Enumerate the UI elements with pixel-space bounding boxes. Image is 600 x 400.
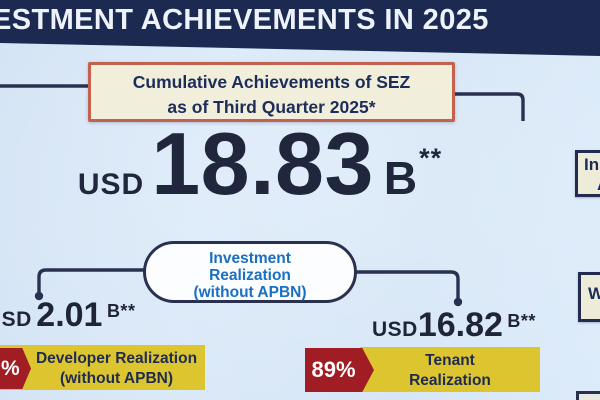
developer-value-currency: USD — [0, 308, 32, 331]
tenant-value-amount: 16.82 — [417, 306, 503, 344]
tenant-percent-chevron: 89% — [305, 348, 374, 392]
tenant-realization-value: USD16.82 B** — [372, 306, 536, 345]
developer-percent: % — [1, 356, 20, 380]
bottom-right-partial-box — [576, 391, 600, 400]
developer-label-line2: (without APBN) — [59, 369, 174, 387]
header-box-line2: as of Third Quarter 2025* — [167, 97, 376, 117]
investment-realization-pill: Investment Realization (without APBN) — [143, 241, 357, 303]
developer-value-unit: B** — [106, 301, 136, 321]
developer-realization-value: USD 2.01 B** — [0, 296, 135, 335]
title-banner: ESTMENT ACHIEVEMENTS IN 2025 — [0, 0, 600, 56]
tenant-realization-label-box: Tenant Realization — [360, 347, 540, 392]
tenant-label-line2: Realization — [409, 371, 491, 389]
side-box1-line2: A — [597, 175, 600, 195]
total-amount: 18.83 — [151, 114, 374, 213]
total-footnote-marker: ** — [419, 143, 443, 173]
pill-left-connector — [37, 268, 145, 292]
total-investment-value: USD 18.83 B ** — [50, 113, 470, 215]
pill-right-endpoint-dot — [453, 297, 463, 307]
tenant-label-line1: Tenant — [425, 352, 475, 369]
header-box-line1: Cumulative Achievements of SEZ — [132, 72, 411, 92]
side-box1-line1: In — [584, 155, 600, 174]
pill-right-connector — [355, 270, 460, 298]
tenant-value-unit: B** — [507, 311, 536, 331]
developer-value-amount: 2.01 — [36, 296, 103, 334]
side-box-cutoff-top: In A — [575, 150, 600, 197]
pill-line2: Realization — [209, 267, 291, 284]
tenant-percent: 89% — [311, 357, 356, 382]
pill-line3: (without APBN) — [193, 284, 307, 301]
total-unit: B — [383, 152, 418, 204]
side-box2-line1: W — [588, 284, 600, 303]
developer-label-line1: Developer Realization — [35, 350, 198, 367]
side-box-cutoff-bottom: W — [578, 272, 600, 322]
tenant-value-currency: USD — [372, 318, 418, 341]
header-box: Cumulative Achievements of SEZ as of Thi… — [88, 62, 455, 122]
developer-realization-label-box: Developer Realization (without APBN) — [0, 345, 205, 390]
slide-title: ESTMENT ACHIEVEMENTS IN 2025 — [0, 4, 489, 36]
pill-line1: Investment — [209, 250, 291, 267]
total-currency: USD — [77, 168, 145, 201]
